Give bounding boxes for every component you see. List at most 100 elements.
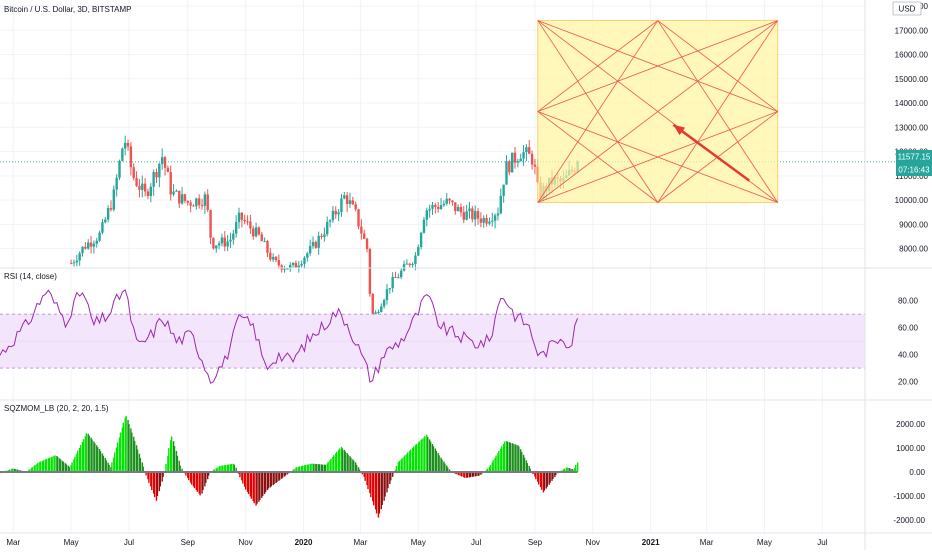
time-axis[interactable]: Mar May Jul Sep Nov 2020 Mar May Jul Sep Nov 2021 Ma… — [6, 538, 827, 547]
squeeze-bar — [42, 460, 45, 472]
candle-body — [192, 205, 195, 207]
squeeze-bar — [78, 447, 81, 472]
squeeze-bar — [534, 472, 536, 477]
arrow-line[interactable] — [672, 123, 751, 182]
squeeze-bar — [352, 459, 354, 472]
squeeze-bar — [455, 472, 457, 475]
squeeze-bar — [354, 462, 357, 472]
candle-body — [149, 186, 153, 197]
candle-body — [414, 255, 417, 264]
gann-line — [657, 20, 779, 203]
squeeze-bar — [14, 469, 16, 472]
squeeze-bar — [429, 441, 432, 472]
drawings[interactable] — [537, 20, 779, 203]
candle-body — [89, 242, 93, 247]
squeeze-bar — [196, 472, 198, 492]
squeeze-tick-label: 0.00 — [909, 468, 925, 477]
squeeze-bar — [542, 472, 545, 493]
squeeze-bar — [193, 472, 196, 489]
squeeze-bar — [548, 472, 550, 485]
squeeze-bar — [330, 458, 332, 472]
candle-body — [331, 210, 335, 221]
squeeze-axis[interactable]: 2000.00 1000.00 0.00 -1000.00 -2000.00 — [893, 420, 925, 525]
squeeze-bar — [170, 440, 172, 472]
squeeze-bar — [389, 472, 391, 484]
squeeze-bar — [124, 417, 126, 472]
squeeze-bar — [344, 451, 346, 472]
candle-body — [382, 300, 386, 307]
rsi-panel[interactable] — [0, 289, 865, 384]
squeeze-bar — [130, 428, 132, 472]
squeeze-bar — [418, 441, 420, 472]
candle-body — [454, 202, 457, 212]
squeeze-bar — [520, 452, 523, 472]
squeeze-bar — [383, 472, 385, 501]
squeeze-bar — [347, 454, 349, 472]
candle-body — [365, 238, 369, 250]
squeeze-bar — [189, 472, 192, 483]
candle-body — [163, 157, 167, 168]
price-tick-label: 8000.00 — [899, 245, 928, 254]
candle-body — [363, 233, 366, 239]
squeeze-bar — [438, 455, 440, 472]
currency-tag[interactable] — [892, 1, 922, 16]
squeeze-bar — [306, 464, 309, 472]
squeeze-bar — [119, 432, 122, 472]
squeeze-bar — [546, 472, 548, 487]
squeeze-bar — [307, 464, 309, 472]
squeeze-bar — [355, 464, 358, 472]
candle-body — [473, 211, 477, 220]
squeeze-bar — [446, 467, 449, 472]
squeeze-bar — [247, 472, 250, 495]
candle-body — [118, 160, 121, 178]
squeeze-tick-label: -2000.00 — [893, 516, 925, 525]
squeeze-bar — [407, 452, 409, 472]
gann-line — [537, 20, 778, 203]
squeeze-bar — [304, 465, 307, 472]
squeeze-bar — [506, 441, 509, 472]
price-tick-label: 9000.00 — [899, 220, 928, 229]
rsi-axis[interactable]: 80.00 60.00 40.00 20.00 — [898, 297, 919, 387]
squeeze-bar — [170, 436, 173, 472]
squeeze-bar — [537, 472, 539, 482]
squeeze-bar — [94, 443, 96, 472]
squeeze-bar — [458, 472, 460, 476]
squeeze-bar — [172, 441, 175, 472]
squeeze-bar — [444, 463, 446, 472]
candle-body — [400, 270, 403, 278]
squeeze-bar — [219, 465, 221, 472]
candle-body — [98, 232, 101, 241]
squeeze-bar — [574, 467, 576, 472]
candle-body — [78, 253, 81, 261]
squeeze-momentum-panel[interactable] — [0, 415, 579, 518]
time-tick-label: Mar — [700, 538, 714, 547]
squeeze-bar — [156, 472, 159, 496]
candle-body — [508, 161, 511, 173]
time-tick-label: Mar — [354, 538, 368, 547]
squeeze-bar — [67, 465, 69, 472]
squeeze-bar — [398, 460, 401, 472]
candle-body — [451, 200, 454, 203]
candle-body — [203, 194, 207, 206]
squeeze-bar — [118, 437, 121, 472]
candle-body — [326, 221, 329, 235]
candle-body — [291, 262, 295, 265]
squeeze-bar — [153, 472, 156, 498]
squeeze-bar — [155, 472, 158, 501]
candle-body — [232, 233, 235, 240]
squeeze-bar — [324, 464, 327, 472]
squeeze-bar — [50, 457, 52, 472]
squeeze-bar — [566, 467, 568, 472]
squeeze-bar — [127, 420, 129, 472]
squeeze-bar — [309, 464, 311, 472]
squeeze-bar — [503, 441, 506, 472]
candle-body — [146, 191, 150, 197]
squeeze-bar — [432, 446, 435, 472]
squeeze-bar — [502, 443, 505, 472]
squeeze-bar — [227, 464, 230, 472]
candle-body — [126, 142, 130, 147]
last-price-tag — [896, 150, 932, 163]
candle-body — [434, 204, 437, 207]
